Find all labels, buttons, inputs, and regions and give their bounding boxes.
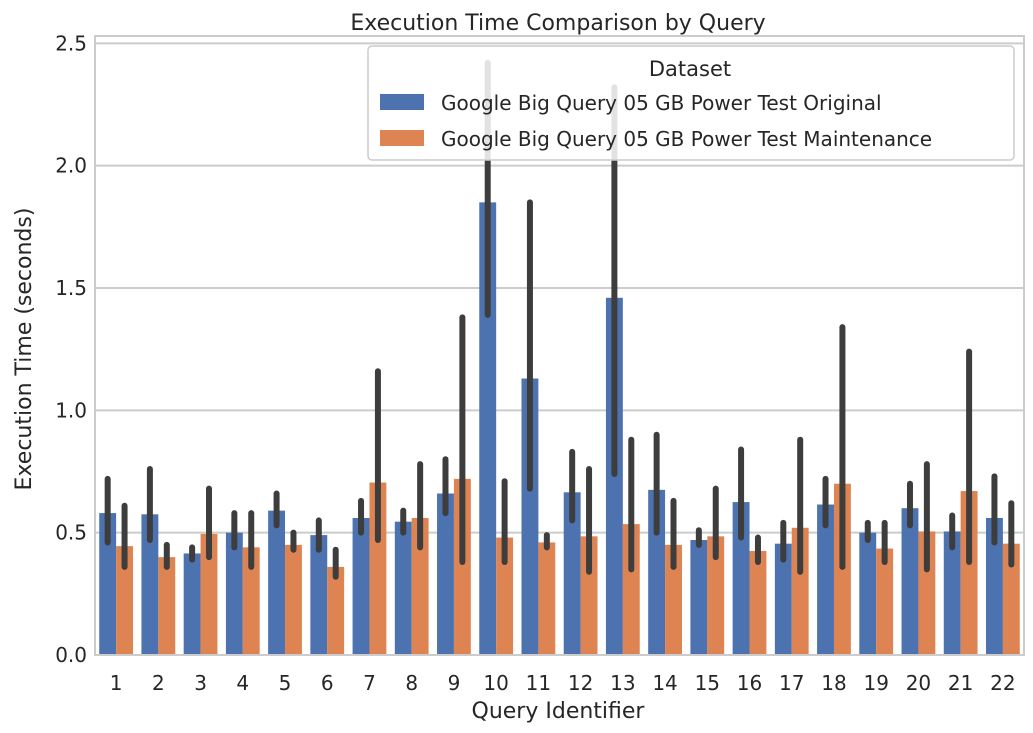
- bar-original: [394, 521, 412, 655]
- y-tick-label: 1.0: [55, 398, 87, 422]
- x-tick-label: 11: [526, 671, 551, 695]
- bar-original: [225, 532, 243, 655]
- bar-maintenance: [580, 536, 598, 655]
- legend-label-maintenance: Google Big Query 05 GB Power Test Mainte…: [441, 127, 932, 151]
- y-tick-label: 1.5: [55, 276, 87, 300]
- x-tick-label: 7: [363, 671, 376, 695]
- x-axis-ticks: 1 2 3 4 5 6 7 8 9 10 11 12 13 14 15 16 17 18 19 20 21 22: [110, 671, 1016, 695]
- y-tick-label: 2.5: [55, 31, 87, 55]
- x-tick-label: 19: [863, 671, 888, 695]
- bar-original: [310, 535, 328, 655]
- bar-maintenance: [749, 551, 767, 655]
- bar-original: [99, 513, 117, 655]
- y-tick-label: 0.0: [55, 643, 87, 667]
- bar-maintenance: [116, 546, 134, 655]
- x-tick-label: 4: [236, 671, 249, 695]
- bar-original: [943, 531, 961, 655]
- x-tick-label: 15: [695, 671, 720, 695]
- bar-maintenance: [453, 478, 471, 655]
- bar-original: [859, 532, 877, 655]
- bar-maintenance: [242, 547, 260, 655]
- bar-original: [985, 517, 1003, 655]
- bar-maintenance: [496, 537, 514, 655]
- bar-original: [690, 540, 708, 655]
- bar-maintenance: [791, 527, 809, 655]
- bar-original: [268, 510, 286, 655]
- bar-original: [563, 492, 581, 655]
- x-tick-label: 10: [483, 671, 508, 695]
- bar-original: [141, 514, 159, 655]
- bar-original: [521, 378, 539, 655]
- x-tick-label: 6: [321, 671, 334, 695]
- bar-maintenance: [1002, 543, 1020, 655]
- bar-maintenance: [538, 542, 556, 655]
- x-tick-label: 2: [152, 671, 165, 695]
- x-tick-label: 8: [405, 671, 418, 695]
- legend-label-original: Google Big Query 05 GB Power Test Origin…: [441, 91, 882, 115]
- legend-swatch-original: [380, 94, 424, 110]
- y-tick-label: 0.5: [55, 521, 87, 545]
- bar-original: [479, 202, 497, 656]
- x-axis-label: Query Identifier: [472, 699, 646, 724]
- x-tick-label: 17: [779, 671, 804, 695]
- bar-maintenance: [707, 536, 725, 655]
- bar-original: [648, 489, 666, 655]
- bar-maintenance: [665, 544, 682, 655]
- legend-title: Dataset: [649, 57, 731, 81]
- legend-box: [367, 45, 1015, 161]
- x-tick-label: 13: [610, 671, 635, 695]
- x-tick-label: 18: [821, 671, 846, 695]
- bar-maintenance: [327, 566, 345, 655]
- x-tick-label: 5: [279, 671, 292, 695]
- x-tick-label: 12: [568, 671, 593, 695]
- legend: Dataset Google Big Query 05 GB Power Tes…: [367, 45, 1015, 161]
- y-axis-label: Execution Time (seconds): [12, 208, 37, 491]
- x-tick-label: 16: [737, 671, 762, 695]
- bar-maintenance: [960, 491, 978, 655]
- bar-original: [437, 493, 454, 655]
- bar-original: [352, 517, 370, 655]
- x-tick-label: 20: [906, 671, 931, 695]
- bars: [99, 202, 1020, 656]
- bar-original: [732, 502, 750, 655]
- bar-maintenance: [918, 531, 936, 655]
- x-tick-label: 9: [448, 671, 461, 695]
- y-axis-ticks: 0.0 0.5 1.0 1.5 2.0 2.5: [55, 31, 87, 667]
- x-tick-label: 1: [110, 671, 123, 695]
- bar-original: [774, 543, 792, 655]
- x-tick-label: 14: [652, 671, 677, 695]
- x-tick-label: 3: [194, 671, 207, 695]
- bar-maintenance: [411, 517, 429, 655]
- legend-swatch-maintenance: [380, 130, 424, 146]
- bar-maintenance: [285, 544, 302, 655]
- chart-title: Execution Time Comparison by Query: [350, 11, 765, 36]
- bar-original: [901, 508, 919, 655]
- plot-frame: [94, 35, 1025, 656]
- x-tick-label: 21: [948, 671, 973, 695]
- bar-maintenance: [369, 482, 387, 655]
- bar-maintenance: [876, 548, 894, 655]
- bar-maintenance: [622, 524, 640, 655]
- bar-maintenance: [158, 557, 176, 655]
- bar-original: [817, 504, 834, 655]
- x-tick-label: 22: [990, 671, 1015, 695]
- bar-maintenance: [200, 533, 218, 655]
- y-tick-label: 2.0: [55, 154, 87, 178]
- bar-original: [183, 553, 201, 655]
